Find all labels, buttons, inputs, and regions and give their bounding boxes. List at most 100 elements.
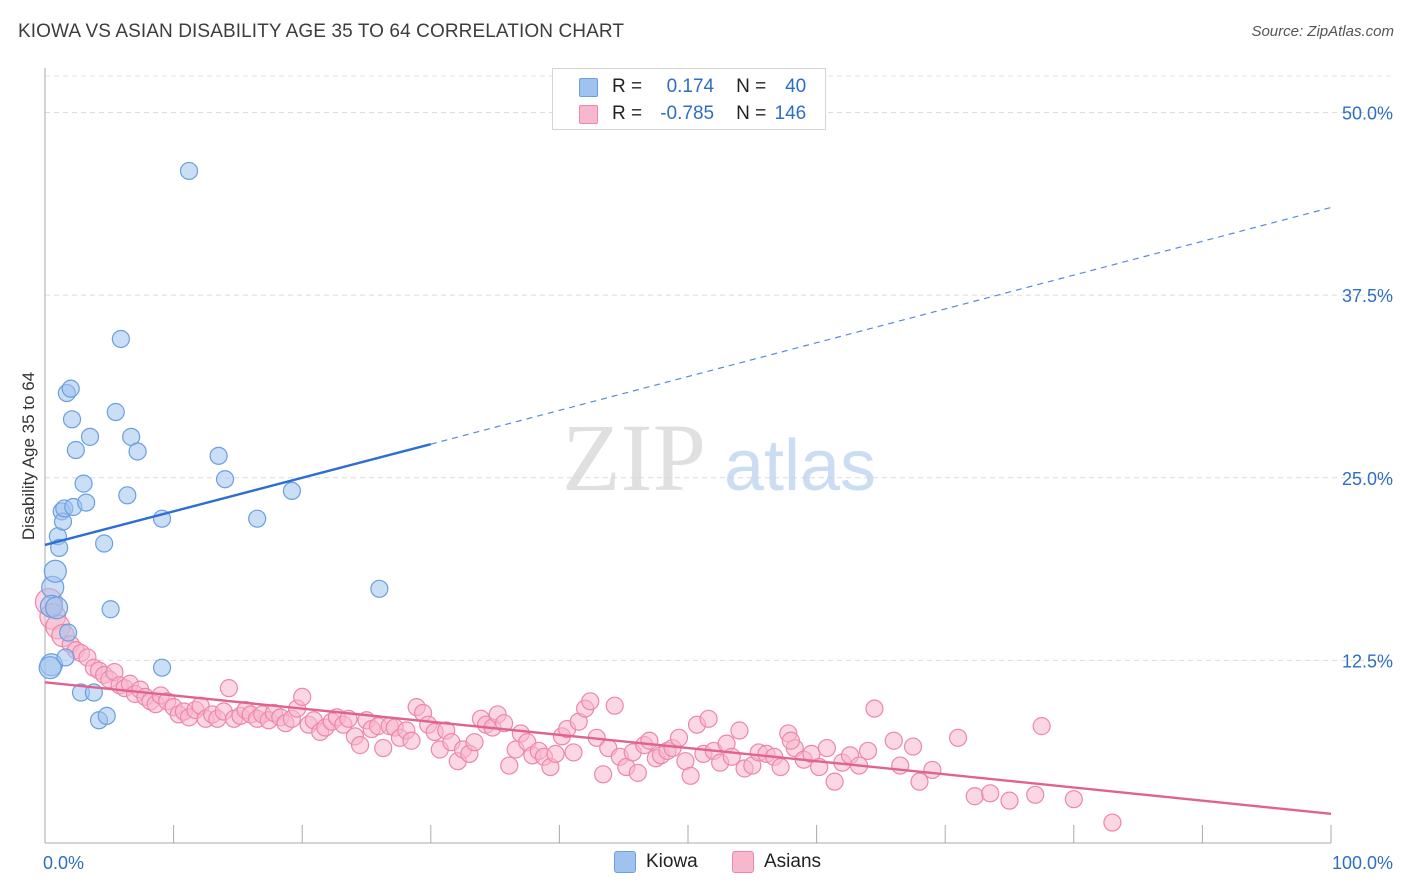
asians-point [374,738,393,758]
kiowa-point [43,559,67,583]
asians-point [903,737,923,756]
asians-points [34,587,1122,832]
legend-row-kiowa: R = 0.174 N = 40 [553,74,806,100]
asians-point [981,784,1000,803]
r-value: 0.174 [666,76,715,97]
x-tick-label: 0.0% [43,853,84,873]
kiowa-point [209,446,228,465]
asians-point [1103,813,1122,832]
kiowa-point [80,427,100,446]
y-tick-label: 50.0% [1342,104,1393,124]
asians-point [817,738,836,758]
legend-item-asians[interactable]: Asians [732,851,821,873]
kiowa-point [62,410,82,429]
y-tick-label: 25.0% [1342,469,1393,489]
chart-title: KIOWA VS ASIAN DISABILITY AGE 35 TO 64 C… [18,21,625,42]
asians-point [350,736,370,755]
kiowa-point [118,486,137,505]
asians-point [605,696,624,715]
asians-point [1026,785,1045,804]
kiowa-point [66,440,85,460]
asians-point [219,679,238,698]
kiowa-point [370,579,389,598]
asians-point [699,709,718,728]
kiowa-point [74,474,93,493]
kiowa-point [111,329,130,349]
asians-point [781,731,800,750]
kiowa-point [248,509,267,528]
source-label: Source: ZipAtlas.com [1251,23,1394,40]
trend-lines [44,206,1332,815]
asians-point [825,772,844,791]
asians-point [546,744,565,763]
asians-point [594,765,613,784]
legend-item-kiowa[interactable]: Kiowa [614,851,698,873]
n-value: 146 [774,103,807,124]
kiowa-legend-swatch [614,851,636,873]
kiowa-point [179,161,199,181]
kiowa-point [128,442,147,461]
asians-point [948,728,968,747]
asians-legend-swatch [732,851,754,873]
watermark-zip: ZIP [562,404,706,511]
kiowa-point [215,470,235,489]
watermark: ZIP atlas [562,404,876,511]
y-tick-label: 37.5% [1342,286,1393,306]
r-label: R = [612,76,643,97]
asians-point [465,733,484,752]
r-value: -0.785 [660,103,715,124]
kiowa-swatch [579,77,598,97]
kiowa-point [101,600,120,619]
stats-legend: R = 0.174 N = 40 R = -0.785 N = 146 [552,68,826,130]
asians-point [581,692,600,711]
asians-point [628,763,647,782]
asians-point [884,731,903,750]
kiowa-trend-extension [430,206,1332,445]
asians-swatch [579,104,598,124]
asians-point [1000,791,1019,810]
asians-point [293,687,312,707]
x-tick-label: 100.0% [1332,853,1393,873]
tick-labels: 12.5% 25.0% 37.5% 50.0% 0.0% 100.0% [43,104,1393,873]
asians-point [965,787,984,806]
asians-point [858,741,878,761]
r-label: R = [612,103,643,124]
n-label: N = [736,103,767,124]
kiowa-point [95,534,114,553]
kiowa-point [56,648,75,667]
kiowa-points [38,161,389,730]
legend-row-asians: R = -0.785 N = 146 [553,101,806,127]
asians-point [910,772,929,791]
asians-point [865,699,884,718]
axes [44,68,1332,844]
asians-point [564,743,583,762]
kiowa-point [61,379,80,398]
kiowa-trend-line [44,442,432,547]
asians-trend-line [44,681,1332,815]
kiowa-point [50,538,69,557]
asians-point [402,731,421,750]
asians-point [1064,790,1083,809]
asians-point [681,766,700,785]
n-label: N = [736,76,767,97]
watermark-atlas: atlas [724,426,876,506]
asians-point [640,731,659,750]
asians-point [495,714,514,733]
kiowa-point [77,493,96,512]
asians-point [1032,717,1051,736]
kiowa-legend-label: Kiowa [646,851,698,872]
n-value: 40 [785,76,807,97]
kiowa-point [106,402,125,422]
kiowa-point [38,656,62,680]
asians-legend-label: Asians [764,851,822,872]
kiowa-point [97,706,116,725]
asians-point [771,757,790,777]
asians-point [730,721,749,740]
kiowa-point [59,623,78,642]
kiowa-point [282,481,302,501]
asians-point [923,760,942,780]
asians-point [669,728,689,747]
kiowa-point [44,596,69,620]
kiowa-point [152,658,172,677]
